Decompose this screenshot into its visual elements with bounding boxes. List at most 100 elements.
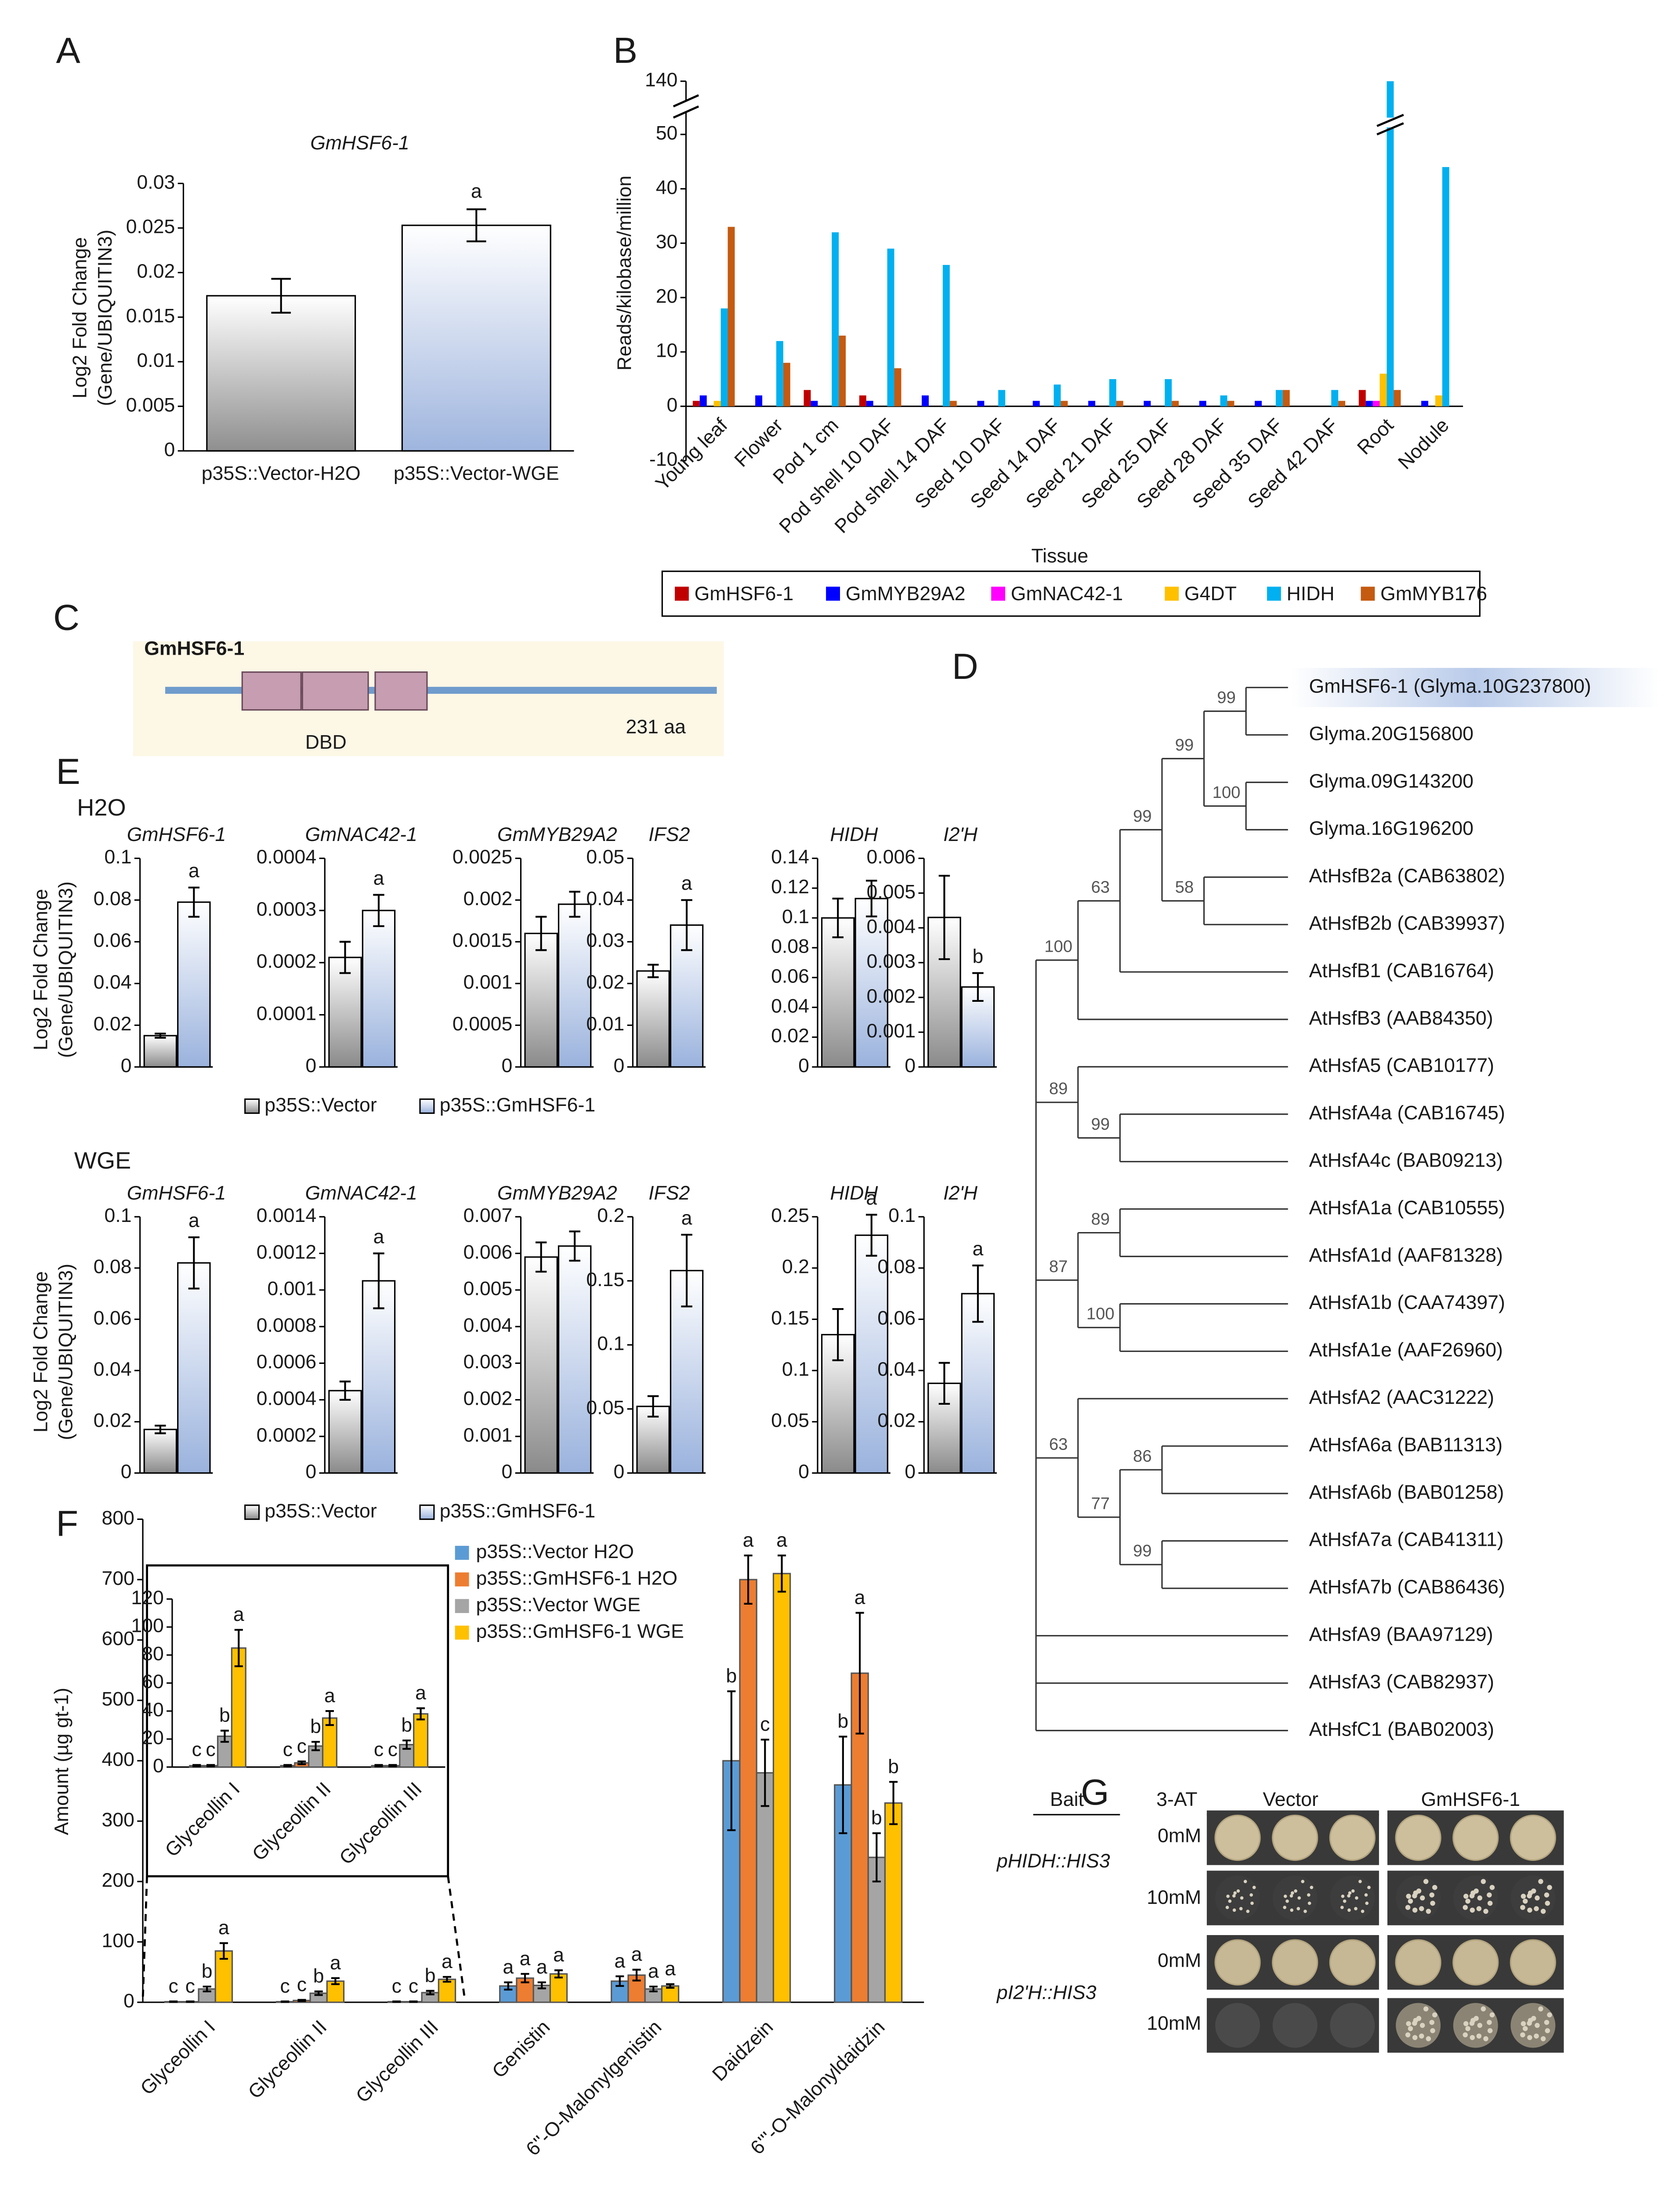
colony-dot xyxy=(1545,1900,1550,1906)
bar xyxy=(328,957,362,1068)
colony-spot xyxy=(1272,1814,1318,1861)
colony-dot xyxy=(1469,1893,1475,1899)
condition: 0mM xyxy=(1158,1825,1201,1847)
colony-spot xyxy=(1453,2003,1498,2048)
bar xyxy=(1338,401,1346,406)
panel-title: IFS2 xyxy=(648,1182,690,1204)
bait-name: pI2'H::HIS3 xyxy=(996,1982,1097,2004)
y-tick-label: 0.0003 xyxy=(257,899,316,920)
colony-spot xyxy=(1396,2003,1441,2048)
colony-dot xyxy=(1405,1905,1411,1910)
bar xyxy=(832,232,839,406)
error-bar xyxy=(760,1739,769,1807)
legend-swatch xyxy=(826,587,840,601)
panel-title: HIDH xyxy=(830,1182,878,1204)
bootstrap: 100 xyxy=(1044,937,1072,956)
y-tick-label: 0.14 xyxy=(771,846,809,868)
error-bar xyxy=(442,1976,452,1983)
colony-dot xyxy=(1249,1893,1253,1897)
colony-dot xyxy=(1301,1880,1305,1883)
y-tick-label: 40 xyxy=(142,1699,164,1721)
error-bar xyxy=(569,1230,580,1262)
error-bar xyxy=(219,1942,228,1960)
legend-swatch xyxy=(674,587,689,601)
significance: b xyxy=(401,1715,412,1736)
bar xyxy=(783,362,790,406)
significance: c xyxy=(409,1976,418,1997)
y-tick-label: 0.04 xyxy=(94,1359,132,1380)
bar xyxy=(177,1262,211,1474)
bar xyxy=(558,1245,592,1474)
bar xyxy=(1032,401,1040,406)
error-bar xyxy=(649,1986,658,1993)
colony-dot xyxy=(1544,2019,1550,2025)
error-bar xyxy=(647,1395,659,1418)
leaf-label: AtHsfB1 (CAB16764) xyxy=(1309,960,1495,982)
colony-dot xyxy=(1419,2034,1424,2039)
colony-dot xyxy=(1527,2035,1532,2040)
inset-connector xyxy=(141,1876,148,2000)
y-tick-label: 0.06 xyxy=(94,1307,132,1329)
error-bar xyxy=(392,2000,401,2003)
colony-spot xyxy=(1272,1875,1318,1921)
y-tick-label: 80 xyxy=(142,1643,164,1664)
significance: a xyxy=(520,1948,531,1969)
axis-break-gap xyxy=(674,101,697,112)
legend-swatch xyxy=(455,1572,469,1587)
significance: a xyxy=(536,1957,547,1978)
colony-dot xyxy=(1521,1893,1526,1899)
bar xyxy=(143,1428,177,1474)
y-tick-label: 0.03 xyxy=(137,171,175,193)
y-tick-label: 0.0012 xyxy=(257,1241,316,1263)
bar xyxy=(1282,390,1290,406)
legend-swatch xyxy=(1267,587,1281,601)
y-tick-label: 0.015 xyxy=(126,305,175,327)
bar xyxy=(1116,401,1123,406)
header: GmHSF6-1 xyxy=(1421,1789,1520,1810)
y-tick-label: 0.08 xyxy=(94,888,132,910)
error-bar xyxy=(832,897,844,939)
bar xyxy=(1227,401,1235,406)
colony-dot xyxy=(1408,2026,1413,2031)
bar xyxy=(1199,401,1206,406)
y-tick-label: 0 xyxy=(121,1461,132,1483)
bar xyxy=(821,917,855,1068)
error-bar xyxy=(155,1425,166,1435)
colony-dot xyxy=(1538,1879,1543,1884)
legend-swatch xyxy=(244,1098,260,1114)
y-tick-label: 0.025 xyxy=(126,216,175,238)
bar xyxy=(859,395,866,406)
colony-dot xyxy=(1347,1894,1351,1898)
error-bar xyxy=(297,1760,306,1765)
y-tick-label: 0.03 xyxy=(586,930,624,951)
header: Vector xyxy=(1263,1789,1318,1810)
y-tick-label: 0.0006 xyxy=(257,1351,316,1373)
colony-dot xyxy=(1283,1894,1287,1898)
bootstrap: 89 xyxy=(1091,1210,1110,1229)
y-tick-label: 0.08 xyxy=(94,1256,132,1278)
y-tick-label: 40 xyxy=(656,177,678,198)
error-bar xyxy=(972,972,984,1002)
colony-dot xyxy=(1341,1894,1345,1898)
y-tick-label: 0.007 xyxy=(463,1205,513,1226)
y-axis-label: Reads/kilobase/million xyxy=(614,175,635,370)
condition: 10mM xyxy=(1147,2013,1201,2034)
bar xyxy=(1379,373,1387,406)
colony-dot xyxy=(1520,1905,1525,1910)
leaf-label: Glyma.09G143200 xyxy=(1309,770,1474,792)
error-bar xyxy=(402,1739,411,1750)
colony-dot xyxy=(1406,2021,1411,2026)
bar xyxy=(524,932,558,1068)
domain-box xyxy=(374,671,428,711)
domain-label: DBD xyxy=(305,732,347,753)
y-tick-label: 0.0015 xyxy=(453,930,512,951)
significance: a xyxy=(681,873,692,894)
error-bar xyxy=(283,1764,292,1768)
bar xyxy=(177,901,211,1068)
bar xyxy=(854,1234,888,1474)
y-tick-label: 0.02 xyxy=(137,261,175,282)
y-tick-label: 0.02 xyxy=(771,1025,809,1047)
colony-dot xyxy=(1521,2021,1526,2026)
colony-dot xyxy=(1535,2023,1540,2028)
legend-box xyxy=(661,570,1481,617)
